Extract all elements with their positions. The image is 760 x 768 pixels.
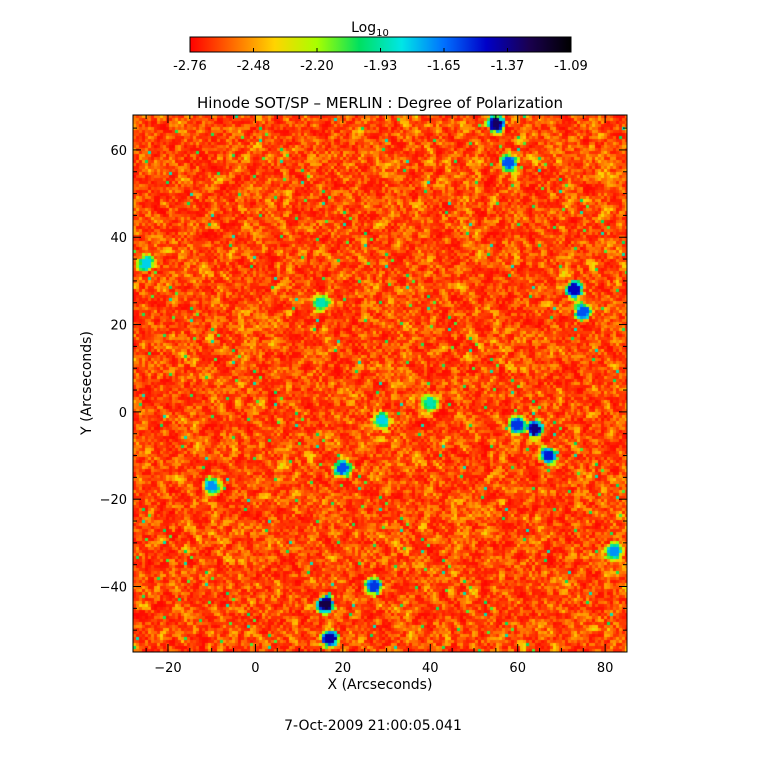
y-tick-label: −20 <box>100 493 127 508</box>
colorbar-ticks: -2.76 -2.48 -2.20 -1.93 -1.65 -1.37 -1.09 <box>173 48 588 74</box>
colorbar-tick-label: -2.76 <box>173 59 207 74</box>
x-tick-label: −20 <box>154 661 181 676</box>
x-tick-label: 20 <box>335 661 352 676</box>
x-tick-label: 60 <box>509 661 526 676</box>
x-tick-label: 80 <box>597 661 614 676</box>
colorbar-tick-label: -1.37 <box>491 59 525 74</box>
plot-frame <box>132 114 628 653</box>
colorbar-label-base: Log <box>351 20 376 36</box>
x-tick-label: 40 <box>422 661 439 676</box>
x-axis: −20 0 20 40 60 80 <box>145 115 628 676</box>
y-axis-label: Y (Arcseconds) <box>79 331 95 436</box>
y-tick-label: 40 <box>110 231 127 246</box>
colorbar-tick-label: -1.93 <box>364 59 398 74</box>
colorbar-label: Log10 <box>351 20 389 39</box>
timestamp: 7-Oct-2009 21:00:05.041 <box>284 718 462 734</box>
y-tick-label: 0 <box>119 406 127 421</box>
colorbar-tick-label: -1.65 <box>427 59 461 74</box>
x-tick-label: 0 <box>251 661 259 676</box>
chart-title: Hinode SOT/SP – MERLIN : Degree of Polar… <box>197 94 563 112</box>
y-tick-label: −40 <box>100 581 127 596</box>
y-axis: −40 −20 0 20 40 60 <box>100 127 627 653</box>
y-tick-label: 60 <box>110 144 127 159</box>
y-tick-label: 20 <box>110 319 127 334</box>
colorbar-label-sub: 10 <box>376 28 389 39</box>
colorbar-tick-label: -2.20 <box>300 59 334 74</box>
x-axis-label: X (Arcseconds) <box>328 677 433 693</box>
colorbar-tick-label: -1.09 <box>554 59 588 74</box>
heatmap-area <box>133 115 627 652</box>
colorbar-tick-label: -2.48 <box>237 59 271 74</box>
